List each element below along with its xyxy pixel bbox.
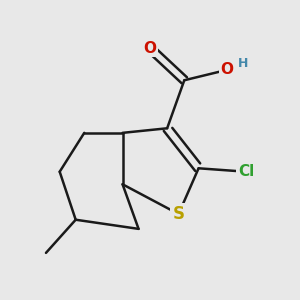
Text: O: O: [220, 62, 233, 77]
Text: S: S: [172, 205, 184, 223]
Text: O: O: [143, 41, 157, 56]
Text: H: H: [237, 57, 248, 70]
Text: Cl: Cl: [238, 164, 254, 179]
